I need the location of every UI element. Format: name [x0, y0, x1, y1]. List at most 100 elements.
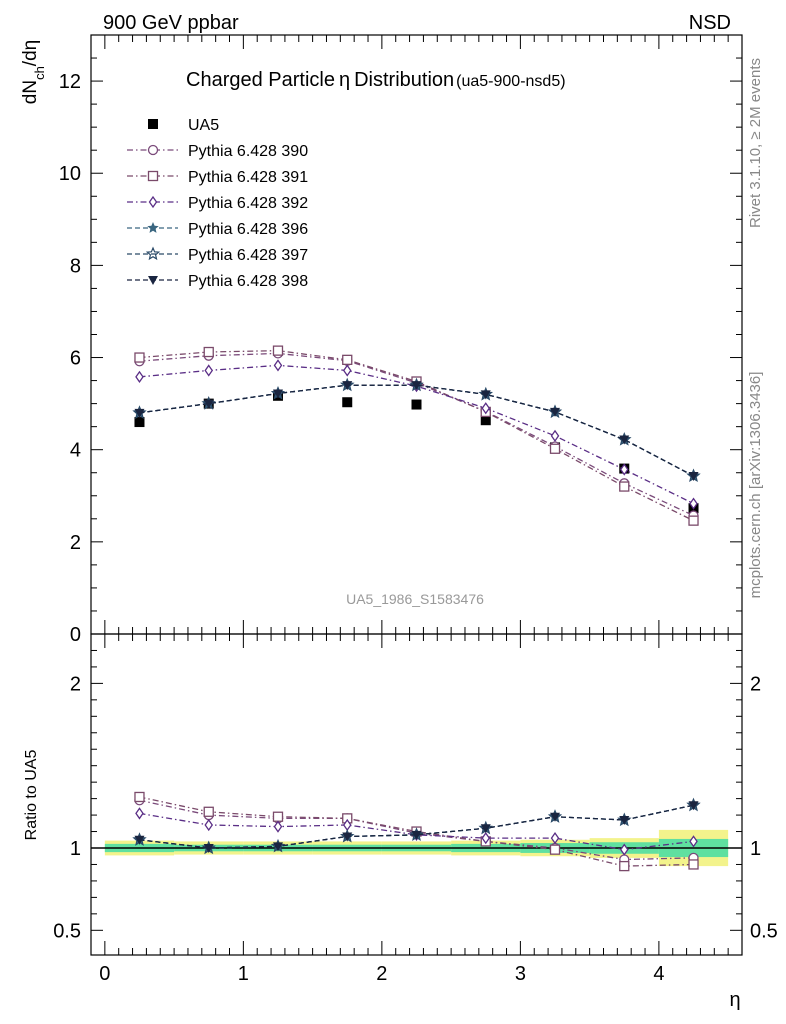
x-tick-label: 2 [376, 963, 387, 985]
main-point-pythia-6-428-398 [342, 381, 353, 391]
main-line-pythia-6-428-391 [139, 349, 694, 522]
process-label: NSD [689, 12, 731, 34]
legend-marker-pythia-6-428-392 [148, 195, 158, 209]
ratio-point-pythia-6-428-392 [135, 807, 144, 820]
legend-label-pythia-6-428-391: Pythia 6.428 391 [188, 169, 308, 186]
ratio-point-pythia-6-428-398 [342, 832, 353, 842]
main-point-pythia-6-428-391 [549, 443, 561, 454]
ratio-point-pythia-6-428-391 [134, 791, 145, 803]
main-point-pythia-6-428-391 [134, 352, 145, 363]
legend-label-pythia-6-428-398: Pythia 6.428 398 [188, 273, 308, 290]
main-point-pythia-6-428-398 [411, 381, 422, 391]
title-eta-symbol: η [339, 69, 350, 91]
main-point-ua5 [134, 417, 145, 428]
main-point-pythia-6-428-398 [550, 407, 561, 417]
main-point-pythia-6-428-391 [688, 515, 699, 526]
ratio-point-pythia-6-428-392 [204, 818, 214, 832]
ylabel-main: dN [20, 80, 41, 104]
title-tail: Distribution [354, 69, 454, 91]
legend-label-ua5: UA5 [188, 117, 219, 134]
main-y-tick-label: 8 [70, 255, 81, 277]
main-y-tick-label: 4 [70, 440, 81, 462]
ratio-line-pythia-6-428-398 [139, 804, 694, 849]
ratio-point-pythia-6-428-391 [619, 860, 630, 872]
ratio-line-pythia-6-428-392 [139, 812, 694, 851]
legend-label-pythia-6-428-390: Pythia 6.428 390 [188, 143, 308, 160]
ratio-y-tick-label-right: 1 [750, 838, 761, 860]
ratio-point-pythia-6-428-398 [619, 816, 630, 826]
ratio-y-tick-label: 0.5 [53, 920, 81, 942]
x-tick-label: 1 [238, 963, 249, 985]
legend-marker-pythia-6-428-398 [148, 276, 158, 285]
ratio-point-pythia-6-428-391 [549, 844, 561, 855]
main-point-pythia-6-428-392 [689, 497, 698, 510]
title-text: Charged Particle [186, 69, 335, 91]
energy-label: 900 GeV ppbar [103, 12, 239, 34]
ratio-point-pythia-6-428-398 [134, 835, 145, 845]
ratio-point-pythia-6-428-392 [689, 835, 698, 848]
main-point-pythia-6-428-392 [481, 402, 491, 415]
ratio-point-pythia-6-428-392 [550, 831, 560, 845]
main-point-pythia-6-428-398 [688, 471, 699, 481]
main-point-pythia-6-428-392 [550, 429, 560, 443]
ratio-point-pythia-6-428-398 [480, 824, 491, 834]
main-y-tick-label: 6 [70, 348, 81, 370]
ylabel-tail: /dη [20, 40, 41, 66]
analysis-watermark: UA5_1986_S1583476 [346, 591, 484, 607]
x-axis-label: η [729, 989, 740, 1011]
legend-marker-ua5 [148, 119, 158, 129]
ratio-point-pythia-6-428-392 [273, 820, 283, 833]
ratio-point-pythia-6-428-391 [272, 811, 284, 822]
ratio-plot-frame [90, 633, 743, 956]
main-point-ua5 [411, 399, 422, 410]
ratio-point-pythia-6-428-398 [411, 830, 422, 840]
ratio-point-pythia-6-428-392 [619, 843, 629, 856]
main-point-pythia-6-428-398 [480, 390, 491, 400]
main-point-pythia-6-428-392 [619, 463, 629, 476]
legend-marker-pythia-6-428-391 [147, 170, 159, 182]
legend-marker-pythia-6-428-397 [145, 246, 161, 261]
ratio-point-pythia-6-428-398 [203, 844, 214, 853]
ratio-point-pythia-6-428-391 [203, 806, 214, 817]
x-tick-label: 4 [653, 963, 664, 985]
main-point-ua5 [480, 415, 491, 426]
ylabel-subscript: ch [32, 66, 47, 80]
rivet-version-label: Rivet 3.1.10, ≥ 2M events [747, 58, 764, 228]
legend-marker-pythia-6-428-390 [147, 144, 159, 156]
main-point-pythia-6-428-392 [273, 359, 283, 372]
ratio-y-tick-label-right: 2 [750, 673, 761, 695]
legend-label-pythia-6-428-397: Pythia 6.428 397 [188, 247, 308, 264]
main-y-axis-label: dNch/dη [20, 40, 47, 104]
ratio-y-tick-label-right: 0.5 [750, 920, 778, 942]
main-point-pythia-6-428-391 [342, 354, 353, 365]
ratio-point-pythia-6-428-398 [550, 812, 561, 822]
legend: UA5 Pythia 6.428 390 Pythia 6.428 391 Pythi… [127, 117, 308, 290]
main-point-pythia-6-428-391 [203, 346, 214, 358]
ratio-y-tick-label: 2 [70, 673, 81, 695]
chart-subtitle: (ua5-900-nsd5) [456, 73, 565, 90]
main-point-ua5 [342, 397, 353, 408]
ratio-point-pythia-6-428-391 [688, 859, 699, 870]
main-point-pythia-6-428-398 [134, 408, 145, 418]
mcplots-credit-label: mcplots.cern.ch [arXiv:1306.3436] [747, 372, 764, 599]
ratio-y-axis-label: Ratio to UA5 [23, 750, 40, 841]
main-point-pythia-6-428-398 [272, 389, 283, 399]
x-tick-label: 3 [515, 963, 526, 985]
main-point-pythia-6-428-398 [203, 399, 214, 409]
main-y-tick-label: 2 [70, 532, 81, 554]
legend-label-pythia-6-428-396: Pythia 6.428 396 [188, 221, 308, 238]
ratio-point-pythia-6-428-392 [481, 831, 491, 845]
ratio-point-pythia-6-428-398 [688, 801, 699, 811]
main-point-pythia-6-428-392 [342, 364, 352, 377]
main-point-pythia-6-428-391 [272, 345, 284, 356]
main-point-pythia-6-428-392 [204, 364, 214, 377]
main-point-pythia-6-428-398 [619, 435, 630, 445]
ratio-point-pythia-6-428-398 [272, 842, 283, 852]
main-y-tick-label: 12 [59, 71, 81, 93]
ratio-y-tick-label: 1 [70, 838, 81, 860]
main-point-pythia-6-428-392 [135, 370, 144, 384]
main-y-tick-label: 0 [70, 624, 81, 646]
